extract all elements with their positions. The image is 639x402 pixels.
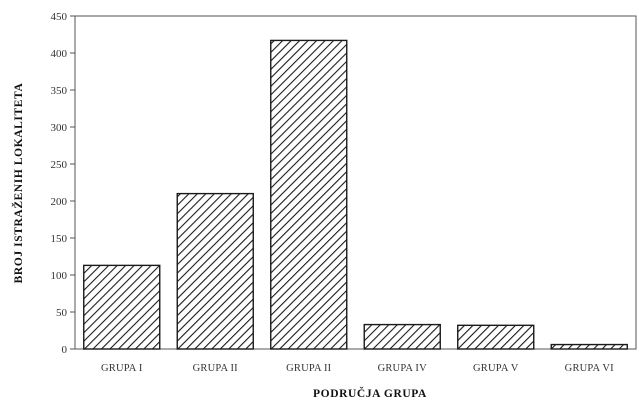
x-tick-label: GRUPA II — [193, 363, 239, 374]
y-tick-label: 50 — [56, 307, 68, 319]
y-tick-label: 300 — [51, 122, 68, 134]
bar-4 — [363, 323, 441, 350]
y-tick-label: 400 — [51, 48, 68, 60]
bar-6 — [550, 343, 628, 350]
x-tick-label: GRUPA VI — [565, 363, 614, 374]
x-axis-tick-labels: GRUPA I GRUPA II GRUPA II GRUPA IV GRUPA V GR… — [101, 363, 614, 374]
x-tick-label: GRUPA I — [101, 363, 143, 374]
x-tick-label: GRUPA IV — [378, 363, 428, 374]
y-tick-label: 250 — [51, 159, 68, 171]
x-tick-label: GRUPA II — [286, 363, 332, 374]
bar-1 — [83, 264, 161, 350]
bar-5 — [457, 324, 535, 350]
bars-group — [83, 39, 628, 350]
y-tick-label: 150 — [51, 233, 68, 245]
bar-2 — [176, 192, 254, 350]
bar-3 — [270, 39, 348, 350]
y-tick-label: 350 — [51, 85, 68, 97]
y-axis-title: BROJ ISTRAŽENIH LOKALITETA — [11, 83, 25, 284]
plot-frame — [74, 15, 637, 350]
y-axis-ticks: 0 50 100 150 200 250 300 350 400 450 — [51, 11, 75, 356]
x-axis-title: PODRUČJA GRUPA — [313, 386, 427, 400]
x-tick-label: GRUPA V — [473, 363, 519, 374]
y-tick-label: 0 — [62, 344, 68, 356]
y-tick-label: 450 — [51, 11, 68, 23]
y-tick-label: 100 — [51, 270, 68, 282]
y-tick-label: 200 — [51, 196, 68, 208]
